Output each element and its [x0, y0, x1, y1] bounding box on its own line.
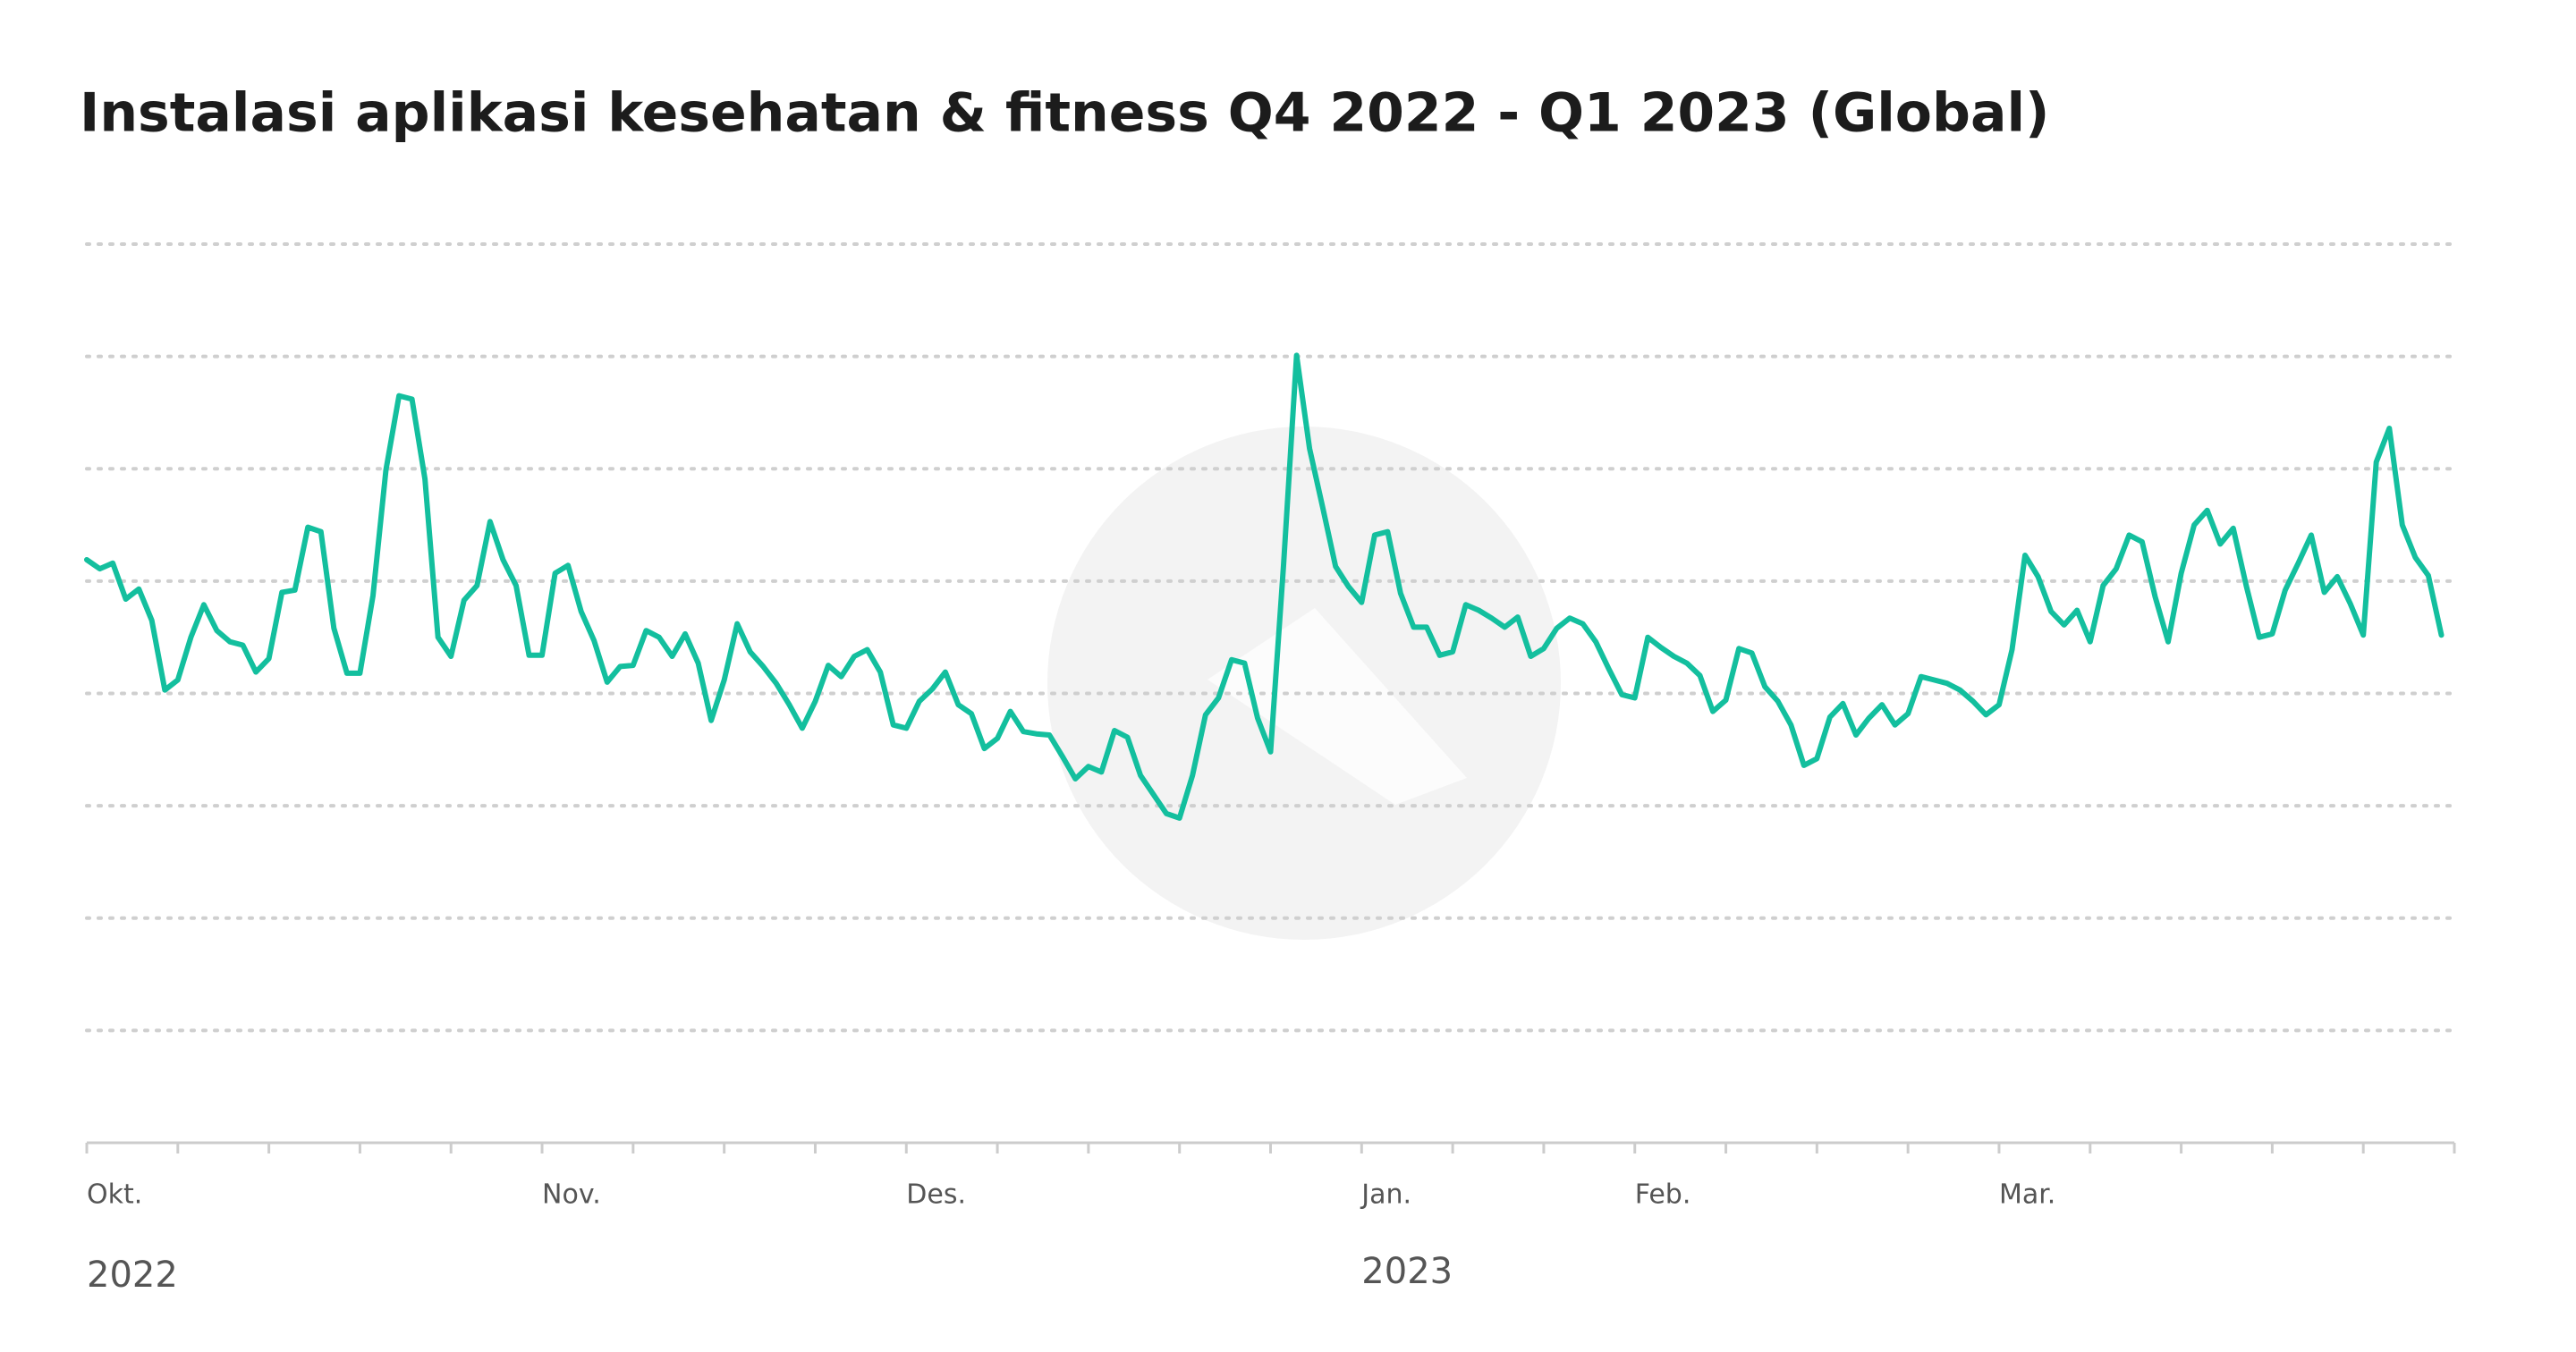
x-tick-label: Feb.	[1635, 1179, 1691, 1211]
x-axis: Okt. Nov. Des. Jan. Feb. Mar. 2022 2023	[85, 1141, 2456, 1296]
x-year-label: 2023	[1361, 1251, 1453, 1292]
x-tick-label: Des.	[906, 1179, 966, 1211]
x-tick-label: Mar.	[1999, 1179, 2055, 1211]
x-year-label: 2022	[87, 1255, 178, 1296]
x-tick-label: Nov.	[542, 1179, 601, 1211]
x-tick-label: Jan.	[1360, 1179, 1411, 1211]
series-line	[84, 352, 2445, 821]
watermark-logo	[1208, 608, 1467, 805]
watermark	[1047, 427, 1561, 940]
plot	[84, 352, 2445, 821]
grid	[85, 242, 2456, 1033]
x-tick-label: Okt.	[87, 1179, 142, 1211]
chart-title: Instalasi aplikasi kesehatan & fitness Q…	[80, 82, 2049, 145]
